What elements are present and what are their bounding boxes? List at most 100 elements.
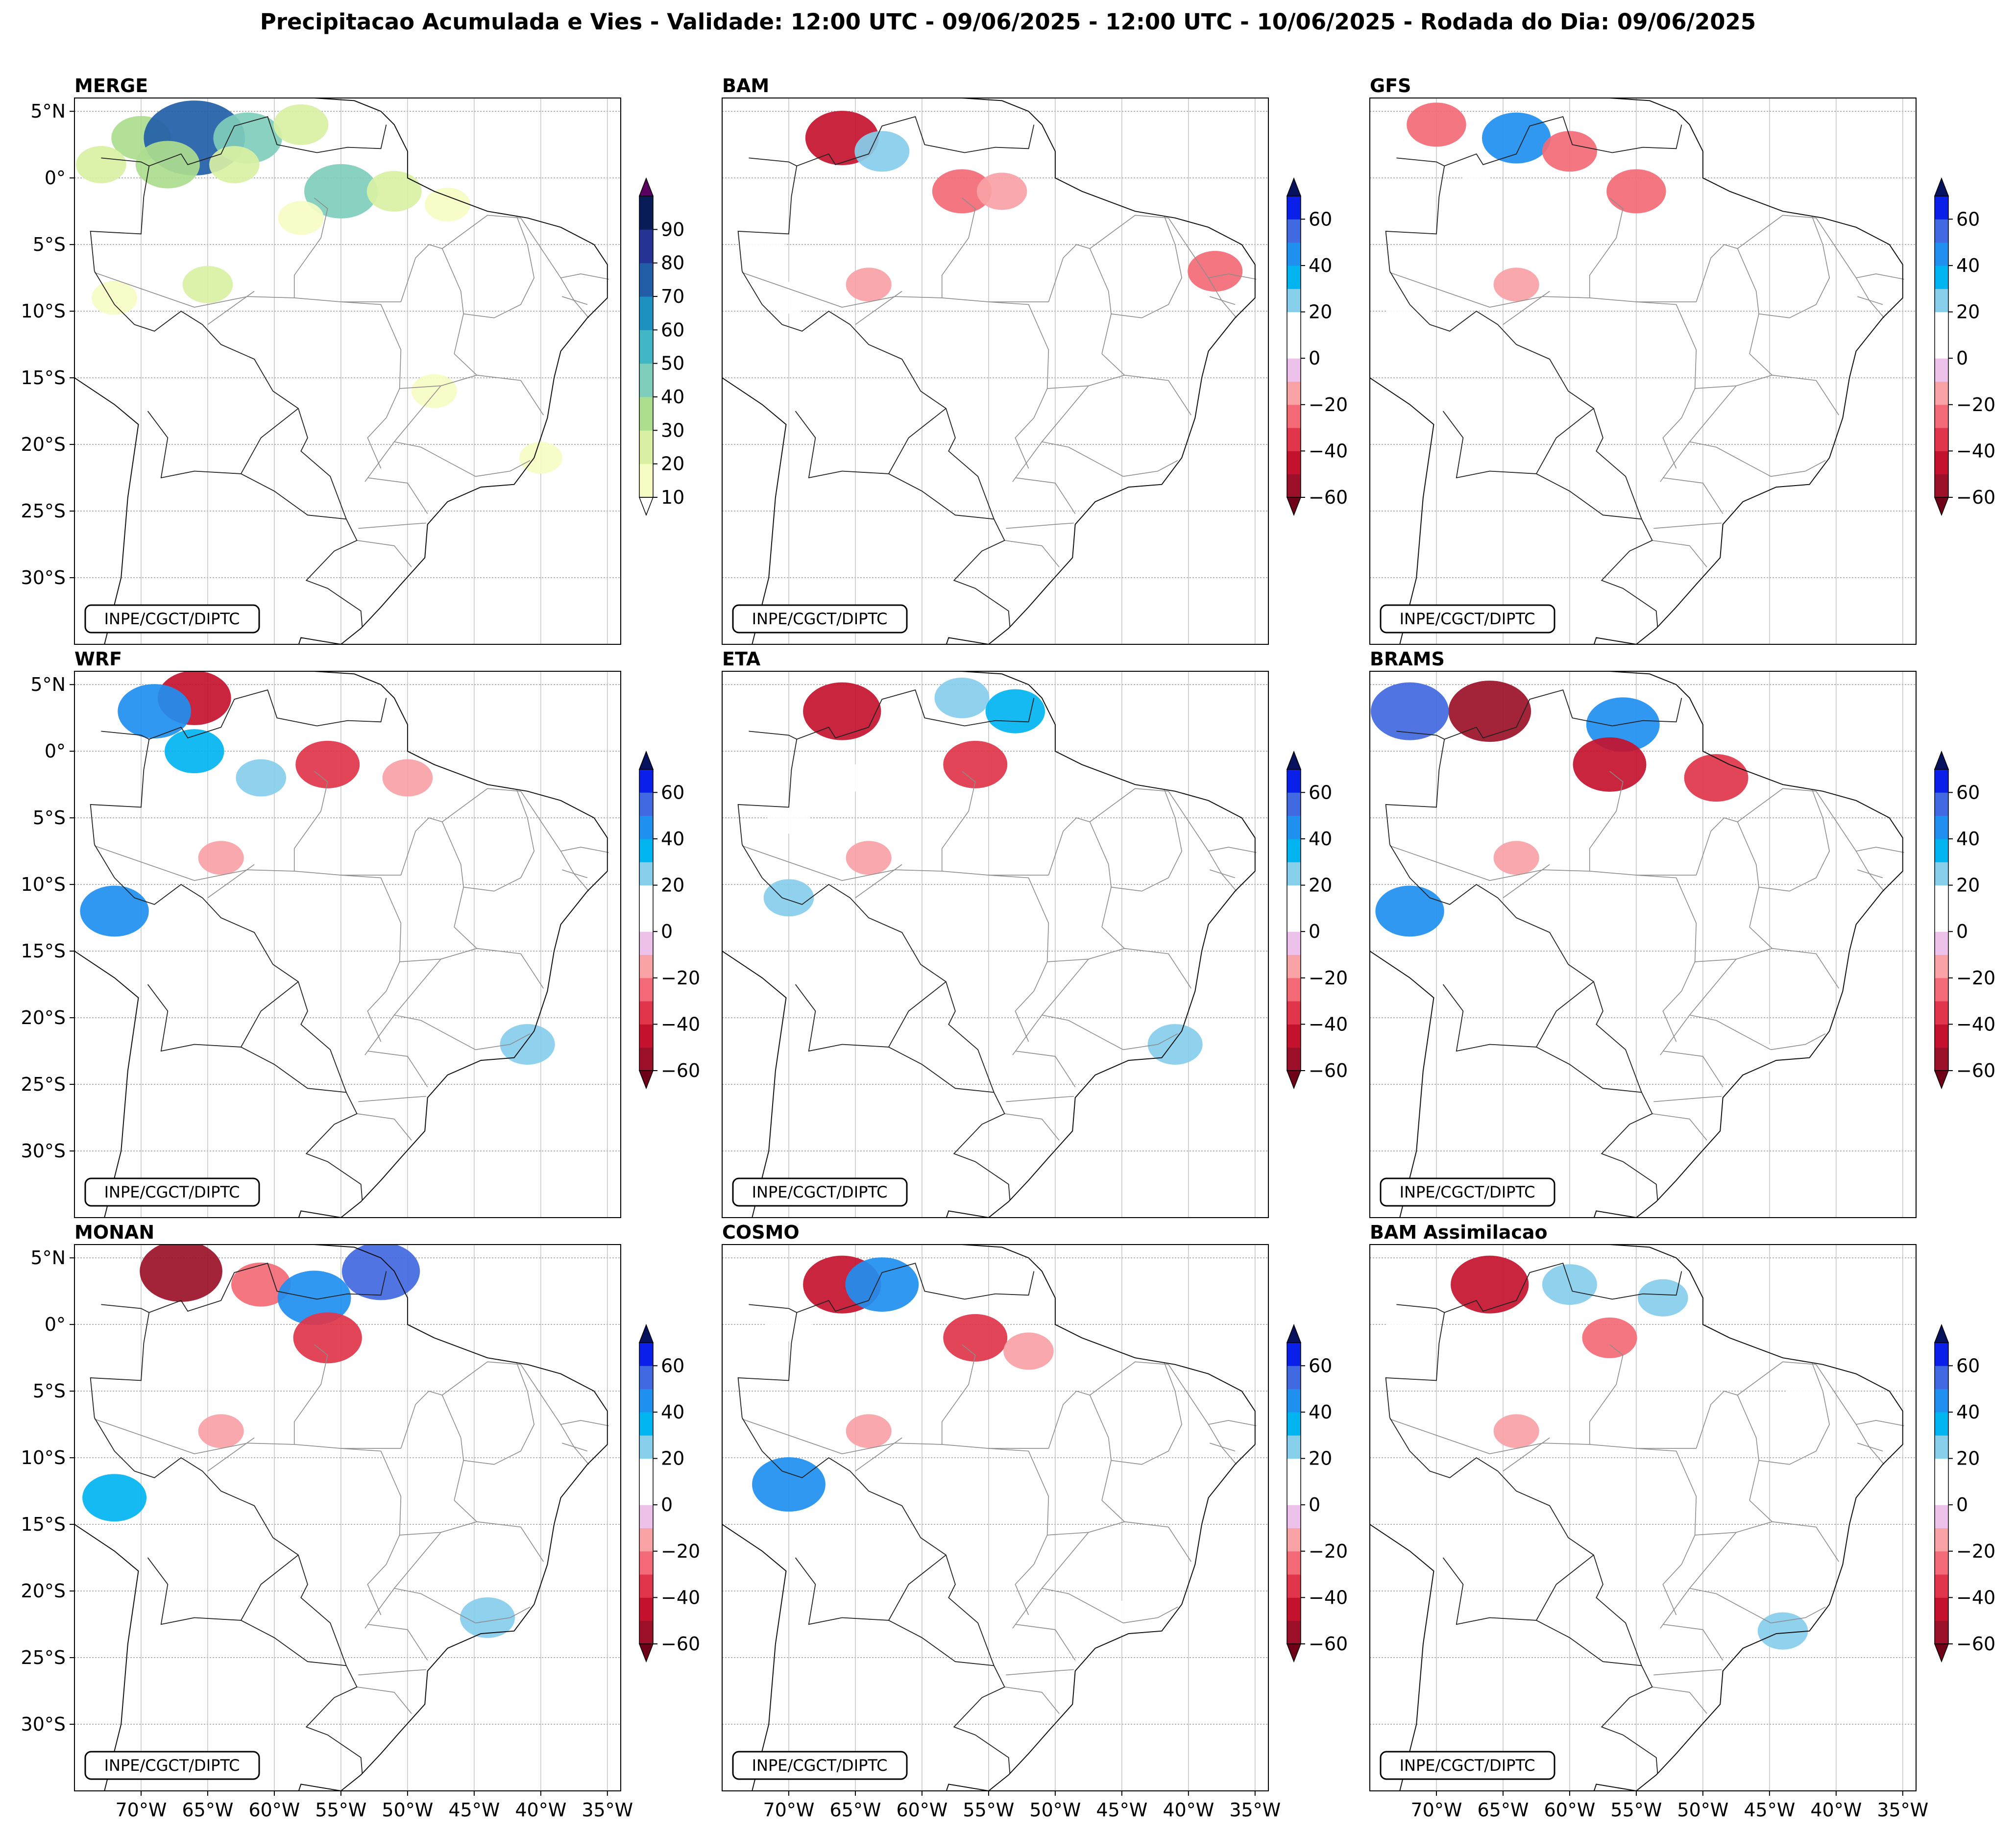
colorbar-over-arrow xyxy=(1934,750,1949,770)
state-border xyxy=(1737,1361,1817,1395)
panel-merge: MERGE INPE/CGCT/DIPTC 5°N 0° 5°S 10°S 15°S 20°S… xyxy=(21,75,684,645)
state-border xyxy=(1042,1014,1123,1051)
country-border xyxy=(795,981,947,1052)
lat-tick-label: 0° xyxy=(45,167,66,189)
colorbar-tick-label: 20 xyxy=(661,453,684,475)
state-border xyxy=(94,845,401,881)
state-border xyxy=(463,216,535,318)
country-border xyxy=(241,1047,346,1093)
colorbar-segment xyxy=(1935,954,1948,978)
map-content xyxy=(722,671,1268,1218)
data-cell xyxy=(1370,682,1449,740)
data-cell xyxy=(277,1271,351,1325)
panel-bam: BAM INPE/CGCT/DIPTC −60 −40 −20 0 20 40 60 xyxy=(722,75,1348,645)
country-border xyxy=(737,116,1035,271)
state-border xyxy=(1749,927,1839,989)
state-border xyxy=(1012,1532,1089,1629)
country-border xyxy=(90,116,387,271)
country-border xyxy=(90,689,387,845)
state-border xyxy=(1004,1113,1060,1141)
data-cell xyxy=(500,1024,555,1065)
state-border xyxy=(293,1344,328,1444)
colorbar-segment xyxy=(1935,1366,1948,1390)
panel-cosmo: COSMO INPE/CGCT/DIPTC 70°W 65°W 60°W 55°W 50°W… xyxy=(722,1222,1348,1821)
state-border xyxy=(358,1096,427,1102)
state-border xyxy=(293,771,328,871)
colorbar-segment xyxy=(1935,838,1948,862)
colorbar-segment xyxy=(1287,885,1301,909)
data-cell xyxy=(519,441,562,474)
colorbar-segment xyxy=(639,1047,653,1071)
colorbar-tick-label: −40 xyxy=(661,1013,700,1035)
data-cell xyxy=(1542,131,1597,172)
colorbar-tick-label: 60 xyxy=(661,1355,684,1376)
colorbar-tick-label: −60 xyxy=(1309,1060,1348,1081)
colorbar-segment xyxy=(639,1412,653,1436)
state-border xyxy=(1389,272,1697,308)
colorbar-tick-label: −60 xyxy=(1956,487,1995,508)
state-border xyxy=(1749,353,1839,416)
state-border xyxy=(1012,385,1089,482)
colorbar-tick-label: −40 xyxy=(1309,1013,1348,1035)
colorbar-tick-label: −20 xyxy=(1309,967,1348,989)
data-cell xyxy=(92,281,138,315)
colorbar-segment xyxy=(1935,815,1948,839)
state-border xyxy=(1660,1532,1737,1629)
data-cell xyxy=(278,201,324,235)
colorbar-tick-label: −60 xyxy=(1956,1633,1995,1655)
colorbar-segment xyxy=(1287,381,1301,405)
country-border xyxy=(888,1047,994,1093)
lon-tick-label: 45°W xyxy=(448,1799,500,1821)
lon-tick-label: 50°W xyxy=(382,1799,433,1821)
credit-box xyxy=(84,604,260,634)
colorbar-frame xyxy=(639,769,654,1071)
colorbar-tick-label: −40 xyxy=(1309,440,1348,462)
map-background xyxy=(1370,1245,1916,1791)
colorbar-segment xyxy=(1287,219,1301,243)
data-cell xyxy=(932,169,992,214)
colorbar-tick-label: −20 xyxy=(1956,1541,1995,1562)
colorbar-segment xyxy=(1287,931,1301,955)
state-border xyxy=(1168,791,1257,853)
map-content xyxy=(74,98,621,644)
colorbar-tick-label: −60 xyxy=(661,1633,700,1655)
colorbar-segment xyxy=(639,397,653,431)
panel-monan: MONAN INPE/CGCT/DIPTC 5°N 0° 5°S 10°S 15°S 20°S… xyxy=(21,1222,701,1821)
state-border xyxy=(1123,1033,1178,1051)
colorbar-segment xyxy=(1935,931,1948,955)
lon-tick-label: 60°W xyxy=(248,1799,300,1821)
colorbar-segment xyxy=(1287,769,1301,793)
colorbar-segment xyxy=(639,931,653,955)
data-cell xyxy=(1493,841,1539,875)
colorbar-tick-label: 60 xyxy=(1309,782,1332,803)
colorbar-segment xyxy=(1287,1412,1301,1436)
colorbar-segment xyxy=(1935,219,1948,243)
data-cell xyxy=(1684,754,1749,802)
data-cell xyxy=(182,266,233,303)
colorbar-tick-label: −20 xyxy=(1309,1541,1348,1562)
lat-tick-label: 5°N xyxy=(30,100,66,122)
colorbar-segment xyxy=(1287,1528,1301,1552)
state-border xyxy=(1101,927,1191,989)
data-cell xyxy=(1757,1612,1808,1650)
state-border xyxy=(1660,385,1737,482)
coastline xyxy=(74,671,608,1218)
colorbar-segment xyxy=(639,464,653,498)
country-border xyxy=(795,1554,947,1625)
colorbar-segment xyxy=(639,1435,653,1459)
colorbar-segment xyxy=(1287,1574,1301,1598)
state-border xyxy=(1816,791,1904,853)
data-cell xyxy=(140,1245,222,1302)
state-border xyxy=(1168,218,1257,280)
colorbar-segment xyxy=(1287,862,1301,886)
map-group xyxy=(1369,98,1917,645)
colorbar-segment xyxy=(1287,1047,1301,1071)
state-border xyxy=(1503,864,1550,898)
colorbar-tick-label: −60 xyxy=(1309,487,1348,508)
credit-box xyxy=(84,1751,260,1780)
state-border xyxy=(400,817,464,928)
panel-brams: BRAMS INPE/CGCT/DIPTC −60 −40 −20 0 20 40 60 xyxy=(1369,648,1995,1218)
data-cell xyxy=(1582,1317,1637,1358)
country-border xyxy=(147,408,299,479)
credit-text: INPE/CGCT/DIPTC xyxy=(104,1183,240,1201)
